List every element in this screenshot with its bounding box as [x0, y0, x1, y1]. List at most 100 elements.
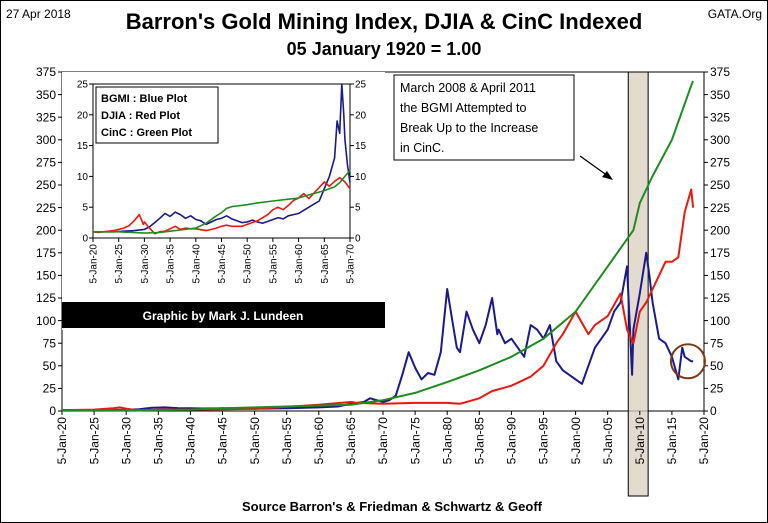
inset-xtick-label: 5-Jan-55: [268, 244, 279, 284]
main-ytick-label-right: 50: [710, 359, 724, 373]
inset-axis-ticks: 0 0 5 5 10 10 15 15 20 20 25 25 5-Jan-20 5-Jan-25 5-Ja…: [77, 80, 367, 284]
annotation-box: March 2008 & April 2011 the BGMI Attempt…: [393, 74, 613, 180]
inset-xtick-label: 5-Jan-25: [114, 244, 125, 284]
source-footer: Source Barron's & Friedman & Schwartz & …: [242, 499, 543, 514]
main-xtick-label: 5-Jan-70: [376, 417, 390, 465]
main-ytick-label-left: 150: [36, 269, 56, 283]
main-ytick-label-left: 250: [36, 178, 56, 192]
main-ytick-label-left: 125: [36, 291, 56, 305]
annotation-line-4: in CinC.: [400, 141, 444, 155]
main-ytick-label-left: 25: [43, 382, 57, 396]
credit-text: Graphic by Mark J. Lundeen: [143, 309, 304, 323]
inset-ytick-label-left: 25: [77, 80, 89, 91]
inset-ytick-label-left: 20: [77, 110, 89, 121]
inset-ytick-label-right: 0: [355, 234, 361, 245]
main-xtick-label: 5-Jan-95: [537, 417, 551, 465]
inset-xtick-label: 5-Jan-65: [320, 244, 331, 284]
inset-xtick-label: 5-Jan-30: [140, 244, 151, 284]
main-ytick-label-right: 225: [710, 201, 730, 215]
main-xtick-label: 5-Jan-75: [408, 417, 422, 465]
main-ytick-label-left: 200: [36, 223, 56, 237]
main-ytick-label-right: 0: [710, 404, 717, 418]
inset-xtick-label: 5-Jan-20: [89, 244, 100, 284]
annotation-arrow-head: [602, 171, 613, 180]
main-ytick-label-right: 325: [710, 110, 730, 124]
annotation-line-3: Break Up to the Increase: [400, 121, 538, 135]
main-ytick-label-right: 375: [710, 65, 730, 79]
inset-ytick-label-left: 5: [82, 203, 88, 214]
credit-banner: [62, 302, 385, 328]
source-site-label: GATA.Org: [708, 7, 762, 21]
annotation-border: [393, 74, 575, 161]
main-ytick-label-left: 350: [36, 88, 56, 102]
inset-ytick-label-right: 5: [355, 203, 361, 214]
main-ytick-label-right: 125: [710, 291, 730, 305]
main-series-cinc-line: [61, 80, 695, 412]
inset-xtick-label: 5-Jan-70: [346, 244, 357, 284]
annotation-line-2: the BGMI Attempted to: [400, 101, 527, 115]
main-xtick-label: 5-Jan-10: [633, 417, 647, 465]
inset-xtick-label: 5-Jan-60: [294, 244, 305, 284]
main-ytick-label-right: 275: [710, 156, 730, 170]
main-xtick-label: 5-Jan-30: [119, 417, 133, 465]
inset-legend-box: [95, 86, 219, 144]
inset-legend-entry-djia: DJIA : Red Plot: [101, 110, 180, 122]
inset-xtick-label: 5-Jan-45: [217, 244, 228, 284]
main-ytick-label-right: 175: [710, 246, 730, 260]
annotation-arrow-line: [579, 155, 609, 177]
main-xtick-label: 5-Jan-00: [569, 417, 583, 465]
inset-ytick-label-right: 15: [355, 141, 367, 152]
main-ytick-label-left: 100: [36, 314, 56, 328]
main-ytick-label-right: 25: [710, 382, 724, 396]
main-axis-ticks: 0 0 25 25 50 50 75 75 100 100 125 125 150 150 175 175 20…: [36, 65, 730, 464]
main-ytick-label-left: 325: [36, 110, 56, 124]
main-marker-layer: [669, 343, 706, 380]
main-ytick-label-right: 75: [710, 336, 724, 350]
main-ytick-label-left: 175: [36, 246, 56, 260]
inset-ytick-label-right: 10: [355, 172, 367, 183]
main-xtick-label: 5-Jan-35: [152, 417, 166, 465]
main-ytick-label-left: 225: [36, 201, 56, 215]
main-xtick-label: 5-Jan-45: [216, 417, 230, 465]
chart-subtitle: 05 January 1920 = 1.00: [287, 39, 482, 59]
main-xtick-label: 5-Jan-80: [440, 417, 454, 465]
inset-legend-entry-cinc: CinC : Green Plot: [101, 127, 192, 139]
main-xtick-label: 5-Jan-65: [344, 417, 358, 465]
main-xtick-label: 5-Jan-20: [697, 417, 711, 465]
inset-xtick-label: 5-Jan-50: [243, 244, 254, 284]
main-ytick-label-right: 150: [710, 269, 730, 283]
inset-ytick-label-right: 20: [355, 110, 367, 121]
main-xtick-label: 5-Jan-05: [601, 417, 615, 465]
inset-series-bgmi-line: [93, 83, 351, 233]
main-xtick-label: 5-Jan-50: [248, 417, 262, 465]
date-label: 27 Apr 2018: [6, 7, 71, 21]
inset-series-cinc-line: [93, 169, 351, 234]
inset-ytick-label-left: 10: [77, 172, 89, 183]
main-ytick-label-right: 350: [710, 88, 730, 102]
main-xtick-label: 5-Jan-20: [55, 417, 69, 465]
main-ytick-label-left: 300: [36, 133, 56, 147]
chart-title: Barron's Gold Mining Index, DJIA & CinC …: [126, 9, 643, 34]
main-ytick-label-left: 75: [43, 336, 57, 350]
main-xtick-label: 5-Jan-60: [312, 417, 326, 465]
main-ytick-label-right: 100: [710, 314, 730, 328]
main-ytick-label-left: 50: [43, 359, 57, 373]
main-ytick-label-left: 375: [36, 65, 56, 79]
main-ytick-label-right: 300: [710, 133, 730, 147]
main-ytick-label-right: 250: [710, 178, 730, 192]
inset-xtick-label: 5-Jan-35: [166, 244, 177, 284]
inset-series-layer: [92, 83, 351, 235]
inset-chart: 0 0 5 5 10 10 15 15 20 20 25 25 5-Jan-20 5-Jan-25 5-Ja…: [62, 72, 385, 330]
main-xtick-label: 5-Jan-40: [184, 417, 198, 465]
circle-marker: [669, 343, 706, 380]
main-xtick-label: 5-Jan-25: [87, 417, 101, 465]
inset-legend-entry-bgmi: BGMI : Blue Plot: [101, 93, 188, 105]
main-ytick-label-left: 275: [36, 156, 56, 170]
main-series-layer: [61, 80, 695, 412]
inset-ytick-label-left: 15: [77, 141, 89, 152]
main-xtick-label: 5-Jan-15: [665, 417, 679, 465]
inset-xtick-label: 5-Jan-40: [191, 244, 202, 284]
main-xtick-label: 5-Jan-85: [473, 417, 487, 465]
